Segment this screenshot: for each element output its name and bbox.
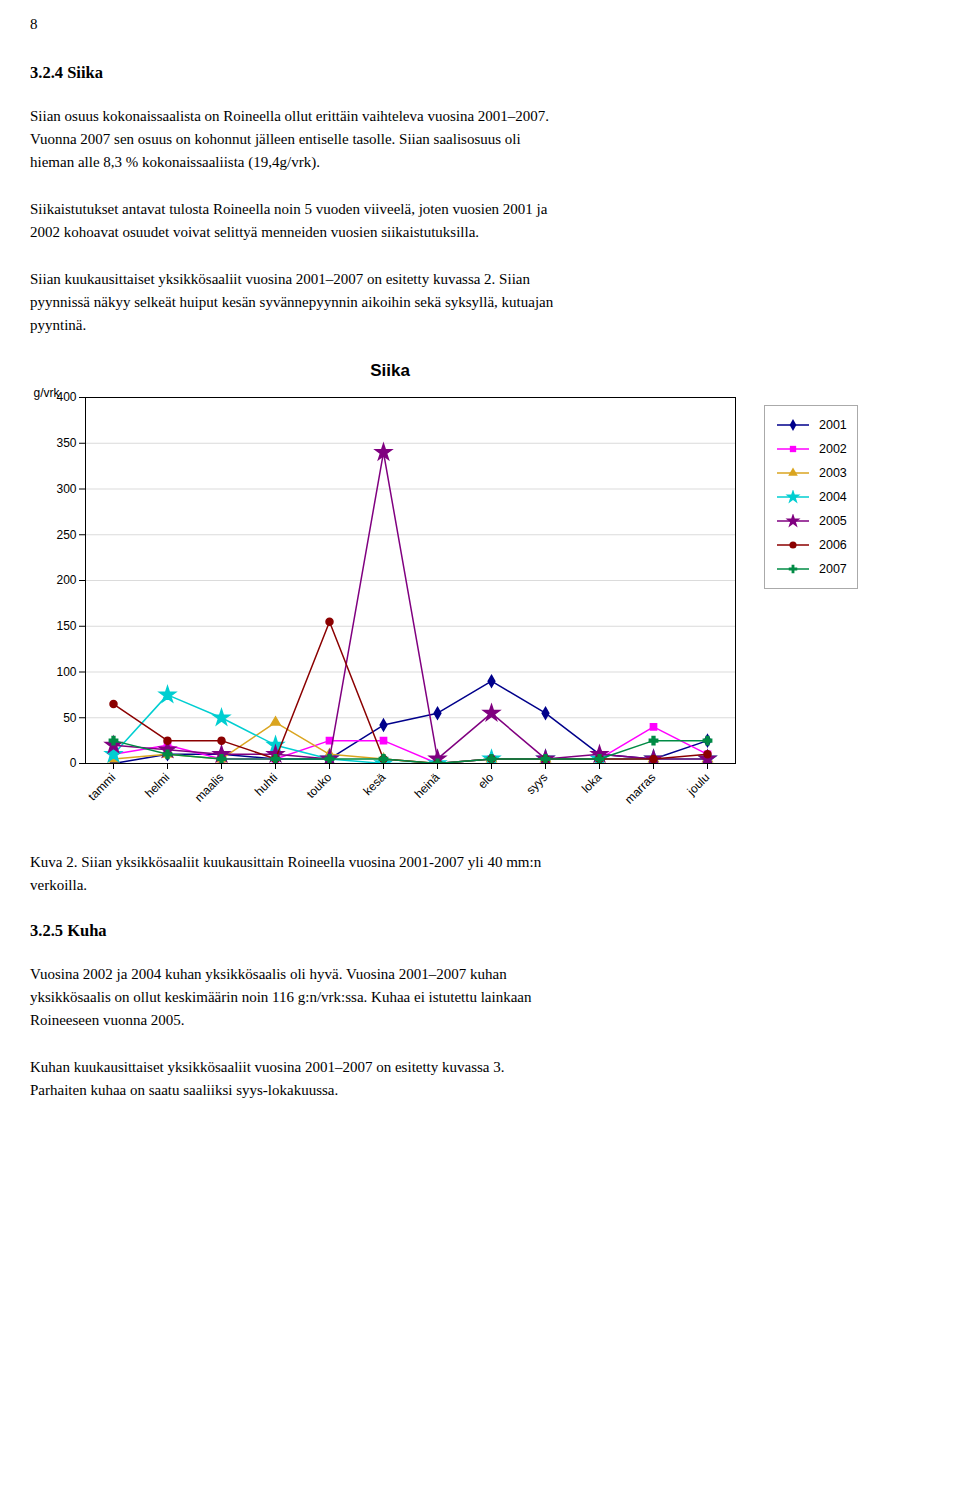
html-text:2002 kohoavat osuudet voivat s: 2002 kohoavat osuudet voivat selittyä me… <box>30 224 480 240</box>
svg-text:marras: marras <box>622 770 658 806</box>
svg-text:g/vrk: g/vrk <box>34 386 61 400</box>
html-text:3.2.5 Kuha: 3.2.5 Kuha <box>30 921 107 940</box>
svg-text:300: 300 <box>56 482 76 496</box>
html-text:3.2.4 Siika: 3.2.4 Siika <box>30 63 103 82</box>
svg-text:50: 50 <box>63 711 77 725</box>
html-text:Parhaiten kuhaa on saatu saali: Parhaiten kuhaa on saatu saaliiksi syys-… <box>30 1082 339 1098</box>
svg-text:helmi: helmi <box>142 770 172 800</box>
svg-text:0: 0 <box>70 756 77 770</box>
svg-text:150: 150 <box>56 619 76 633</box>
html-text:2007: 2007 <box>819 562 847 576</box>
svg-text:maalis: maalis <box>192 770 226 804</box>
svg-text:tammi: tammi <box>85 770 118 803</box>
svg-text:400: 400 <box>56 390 76 404</box>
html-text:Vuonna 2007 sen osuus on kohon: Vuonna 2007 sen osuus on kohonnut jällee… <box>30 131 521 147</box>
svg-text:loka: loka <box>579 770 605 796</box>
svg-text:elo: elo <box>475 770 496 791</box>
html-text:verkoilla.: verkoilla. <box>30 877 88 893</box>
html-text:hieman alle 8,3 % kokonaissaal: hieman alle 8,3 % kokonaissaaliista (19,… <box>30 154 320 170</box>
svg-text:heinä: heinä <box>412 770 443 801</box>
svg-text:touko: touko <box>304 770 335 801</box>
html-text:2006: 2006 <box>819 538 847 552</box>
svg-text:huhti: huhti <box>252 770 280 798</box>
html-text:2005: 2005 <box>819 514 847 528</box>
svg-text:100: 100 <box>56 665 76 679</box>
html-text:2003: 2003 <box>819 466 847 480</box>
svg-text:joulu: joulu <box>684 770 713 799</box>
html-text:Siian osuus kokonaissaalista o: Siian osuus kokonaissaalista on Roineell… <box>30 108 550 124</box>
svg-text:350: 350 <box>56 436 76 450</box>
html-text:Vuosina 2002 ja 2004 kuhan yks: Vuosina 2002 ja 2004 kuhan yksikkösaalis… <box>30 966 507 982</box>
html-text:8: 8 <box>30 16 38 32</box>
html-text:Roineeseen vuonna 2005.: Roineeseen vuonna 2005. <box>30 1012 185 1028</box>
html-text:yksikkösaalis on ollut keskimä: yksikkösaalis on ollut keskimäärin noin … <box>30 989 532 1005</box>
html-text:2002: 2002 <box>819 442 847 456</box>
html-text:Siika: Siika <box>370 361 410 380</box>
html-text:Siikaistutukset antavat tulost: Siikaistutukset antavat tulosta Roineell… <box>30 201 548 217</box>
svg-text:200: 200 <box>56 573 76 587</box>
html-text:pyynnissä näkyy selkeät huiput: pyynnissä näkyy selkeät huiput kesän syv… <box>30 294 554 310</box>
html-text:pyyntinä.: pyyntinä. <box>30 317 87 333</box>
html-text:Siian kuukausittaiset yksikkös: Siian kuukausittaiset yksikkösaaliit vuo… <box>30 271 530 287</box>
html-text:2004: 2004 <box>819 490 847 504</box>
html-text:Kuhan kuukausittaiset yksikkös: Kuhan kuukausittaiset yksikkösaaliit vuo… <box>30 1059 505 1075</box>
html-text:2001: 2001 <box>819 418 847 432</box>
svg-text:250: 250 <box>56 528 76 542</box>
svg-text:syys: syys <box>523 770 550 797</box>
svg-text:kesä: kesä <box>361 770 389 798</box>
html-text:Kuva 2. Siian yksikkösaaliit k: Kuva 2. Siian yksikkösaaliit kuukausitta… <box>30 854 542 870</box>
